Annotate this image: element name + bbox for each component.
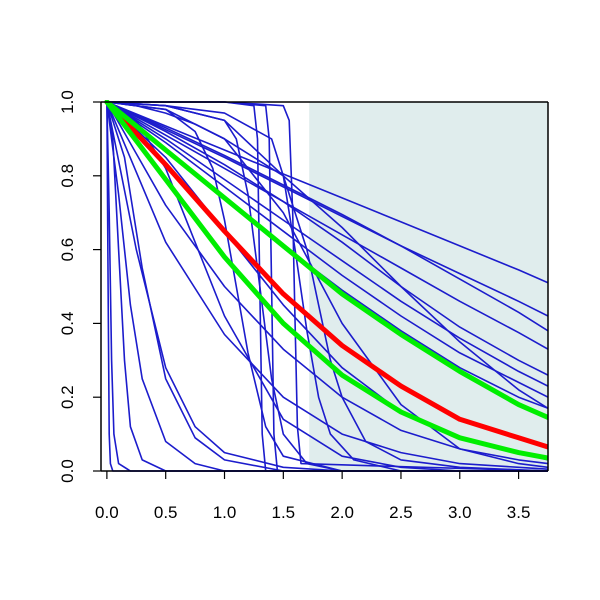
x-tick-label: 1.5 [272,503,296,522]
axes-layer: 0.0 0.5 1.0 1.5 2.0 2.5 3.0 3.5 0.0 0.2 0.4 0.6 0.8 1… [58,90,549,522]
series-line-5 [106,101,548,387]
series-line-2 [106,101,548,332]
x-tick-label: 3.5 [507,503,531,522]
series-line-10 [106,101,548,471]
highlight-line-29 [104,100,548,461]
y-tick-label: 0.8 [58,164,77,188]
series-line-18 [106,101,548,472]
y-tick-label: 1.0 [58,90,77,114]
y-tick-label: 0.4 [58,312,77,336]
x-tick-label: 1.0 [213,503,237,522]
highlight-line-28 [104,100,548,420]
series-line-23 [106,101,548,472]
shaded-region [309,102,548,471]
series-line-1 [106,101,548,317]
y-tick-label: 0.0 [58,459,77,483]
y-tick-label: 0.2 [58,385,77,409]
x-tick-label: 0.5 [154,503,178,522]
y-tick-label: 0.6 [58,238,77,262]
series-line-3 [106,101,548,351]
x-tick-label: 2.5 [389,503,413,522]
x-tick-label: 2.0 [330,503,354,522]
series-line-25 [106,101,548,469]
x-tick-label: 0.0 [95,503,119,522]
series-line-0 [106,101,548,284]
series-line-6 [106,101,548,399]
shaded-region-layer [309,102,548,471]
highlight-line-27 [104,100,548,450]
series-line-4 [106,101,548,376]
x-tick-label: 3.0 [448,503,472,522]
